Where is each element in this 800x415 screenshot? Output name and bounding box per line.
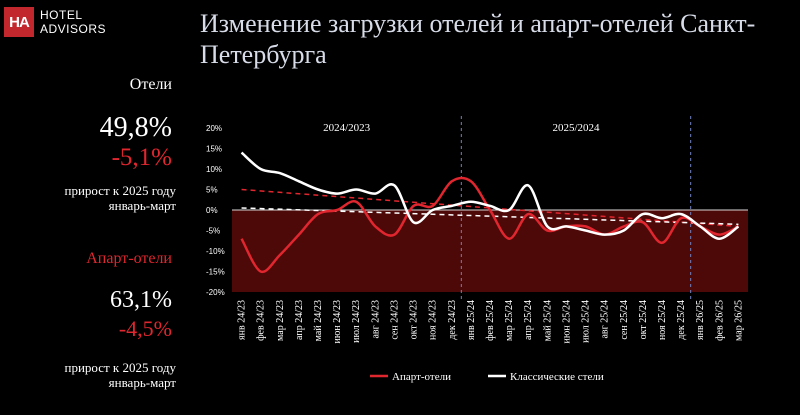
- x-tick-label: мар 25/24: [504, 300, 515, 341]
- logo-text: HOTEL ADVISORS: [40, 8, 130, 36]
- x-tick-label: окт 24/23: [409, 300, 420, 339]
- page-title: Изменение загрузки отелей и апарт-отелей…: [200, 9, 756, 69]
- x-tick-label: авг 25/24: [600, 300, 611, 339]
- x-tick-label: сен 25/24: [619, 300, 630, 340]
- y-tick-label: 15%: [206, 145, 222, 154]
- logo-line2: ADVISORS: [40, 22, 107, 36]
- apart-change: -4,5%: [118, 316, 172, 341]
- y-tick-label: 20%: [206, 124, 222, 133]
- hotels-value: 49,8%: [99, 112, 172, 143]
- x-tick-label: фев 25/24: [485, 300, 496, 341]
- x-tick-label: апр 24/23: [294, 300, 305, 340]
- y-tick-label: 5%: [206, 186, 218, 195]
- x-tick-label: сен 24/23: [389, 300, 400, 340]
- x-tick-label: авг 24/23: [370, 300, 381, 339]
- x-tick-label: ноя 25/24: [657, 300, 668, 340]
- x-tick-label: июн 24/23: [332, 300, 343, 343]
- y-tick-label: 0%: [206, 206, 218, 215]
- x-tick-label: май 24/23: [313, 300, 324, 341]
- apart-label: Апарт-отели: [86, 250, 172, 267]
- y-tick-label: -10%: [206, 247, 225, 256]
- legend-label: Апарт-отели: [392, 371, 451, 383]
- trend-line: [241, 188, 739, 228]
- x-tick-label: июл 24/23: [351, 300, 362, 343]
- x-tick-label: июн 25/24: [561, 300, 572, 343]
- apart-value: 63,1%: [110, 287, 172, 313]
- x-tick-label: фев 24/23: [256, 300, 267, 341]
- hotels-label: Отели: [129, 76, 172, 93]
- hotels-change: -5,1%: [111, 144, 172, 171]
- x-tick-label: мар 26/25: [733, 300, 744, 341]
- x-tick-label: ноя 24/23: [428, 300, 439, 340]
- classic-hotels-line: [240, 151, 740, 240]
- x-tick-label: дек 25/24: [676, 300, 687, 340]
- x-tick-label: дек 24/23: [447, 300, 458, 340]
- legend-label: Классические стели: [510, 371, 604, 383]
- period-label: 2024/2023: [323, 122, 371, 134]
- y-tick-label: -20%: [206, 288, 225, 297]
- x-tick-label: янв 24/23: [237, 300, 248, 340]
- x-tick-label: май 25/24: [542, 300, 553, 341]
- x-tick-label: июл 25/24: [581, 300, 592, 343]
- x-tick-label: мар 24/23: [275, 300, 286, 341]
- y-tick-label: -5%: [206, 227, 220, 236]
- apart-note: прирост к 2025 году январь-март: [64, 360, 176, 390]
- brand-logo: HA HOTEL ADVISORS: [0, 7, 130, 37]
- x-tick-label: окт 25/24: [638, 300, 649, 339]
- x-tick-label: янв 26/25: [695, 300, 706, 340]
- logo-line1: HOTEL: [40, 8, 83, 22]
- y-tick-label: -15%: [206, 268, 225, 277]
- x-tick-label: янв 25/24: [466, 300, 477, 340]
- negative-area: [232, 210, 748, 292]
- x-tick-label: апр 25/24: [523, 300, 534, 340]
- period-label: 2025/2024: [552, 122, 600, 134]
- hotels-note: прирост к 2025 году январь-март: [64, 183, 176, 213]
- y-tick-label: 10%: [206, 165, 222, 174]
- apart-hotels-line: [240, 176, 739, 274]
- logo-mark: HA: [4, 7, 34, 37]
- x-tick-label: фев 26/25: [714, 300, 725, 341]
